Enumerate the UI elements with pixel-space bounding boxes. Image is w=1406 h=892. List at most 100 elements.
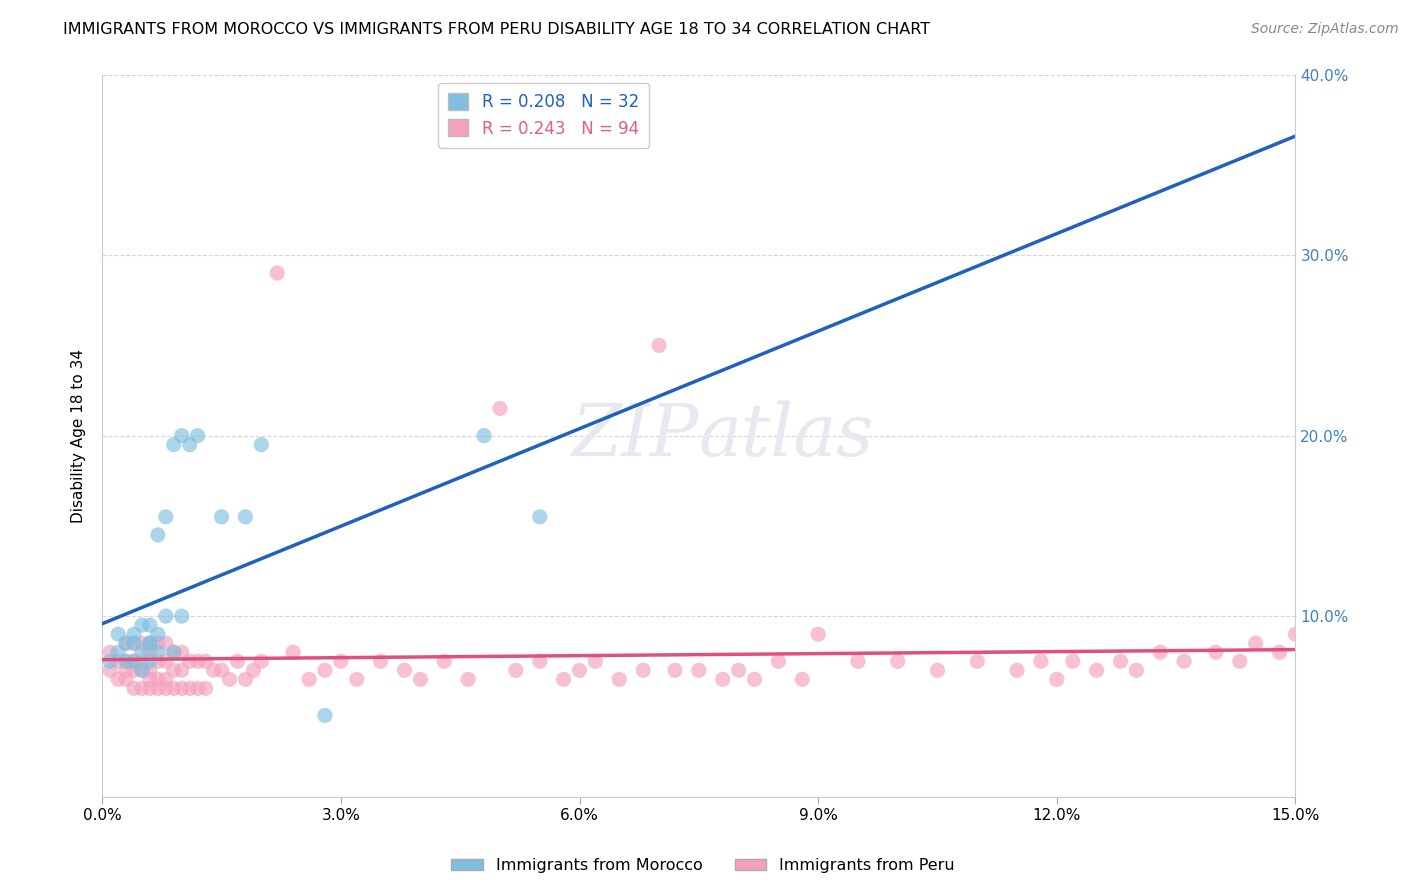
Point: [146, 673, 169, 687]
Point: [329, 654, 352, 668]
Point: [664, 663, 686, 677]
Point: [472, 428, 495, 442]
Point: [163, 645, 186, 659]
Point: [807, 627, 830, 641]
Point: [966, 654, 988, 668]
Point: [131, 663, 153, 677]
Point: [250, 437, 273, 451]
Point: [122, 654, 145, 668]
Point: [846, 654, 869, 668]
Point: [139, 636, 162, 650]
Point: [235, 673, 257, 687]
Text: Source: ZipAtlas.com: Source: ZipAtlas.com: [1251, 22, 1399, 37]
Point: [1046, 673, 1069, 687]
Point: [1244, 636, 1267, 650]
Point: [370, 654, 392, 668]
Point: [146, 627, 169, 641]
Point: [1085, 663, 1108, 677]
Point: [266, 266, 288, 280]
Point: [131, 636, 153, 650]
Point: [163, 663, 186, 677]
Point: [1149, 645, 1171, 659]
Point: [1062, 654, 1084, 668]
Point: [122, 627, 145, 641]
Point: [1029, 654, 1052, 668]
Point: [314, 708, 336, 723]
Point: [155, 609, 177, 624]
Point: [107, 654, 129, 668]
Point: [886, 654, 908, 668]
Point: [298, 673, 321, 687]
Point: [211, 509, 233, 524]
Point: [179, 437, 201, 451]
Point: [139, 645, 162, 659]
Point: [155, 509, 177, 524]
Point: [553, 673, 575, 687]
Point: [688, 663, 710, 677]
Point: [179, 654, 201, 668]
Point: [346, 673, 368, 687]
Point: [146, 645, 169, 659]
Text: IMMIGRANTS FROM MOROCCO VS IMMIGRANTS FROM PERU DISABILITY AGE 18 TO 34 CORRELAT: IMMIGRANTS FROM MOROCCO VS IMMIGRANTS FR…: [63, 22, 931, 37]
Point: [1173, 654, 1195, 668]
Point: [107, 645, 129, 659]
Point: [131, 681, 153, 696]
Point: [163, 437, 186, 451]
Point: [146, 528, 169, 542]
Point: [631, 663, 654, 677]
Point: [179, 681, 201, 696]
Point: [187, 654, 209, 668]
Point: [146, 654, 169, 668]
Point: [115, 663, 138, 677]
Point: [1125, 663, 1147, 677]
Point: [98, 663, 121, 677]
Point: [139, 636, 162, 650]
Point: [394, 663, 416, 677]
Point: [489, 401, 512, 416]
Point: [218, 673, 240, 687]
Point: [122, 636, 145, 650]
Point: [927, 663, 949, 677]
Point: [146, 636, 169, 650]
Point: [155, 673, 177, 687]
Point: [122, 636, 145, 650]
Point: [139, 681, 162, 696]
Point: [163, 681, 186, 696]
Point: [792, 673, 814, 687]
Point: [98, 654, 121, 668]
Point: [155, 654, 177, 668]
Point: [711, 673, 734, 687]
Point: [115, 673, 138, 687]
Y-axis label: Disability Age 18 to 34: Disability Age 18 to 34: [72, 349, 86, 523]
Point: [115, 654, 138, 668]
Point: [457, 673, 479, 687]
Point: [529, 654, 551, 668]
Point: [122, 681, 145, 696]
Point: [139, 636, 162, 650]
Point: [194, 654, 217, 668]
Point: [648, 338, 671, 352]
Point: [170, 428, 193, 442]
Point: [194, 681, 217, 696]
Point: [163, 645, 186, 659]
Point: [131, 618, 153, 632]
Point: [1205, 645, 1227, 659]
Point: [155, 681, 177, 696]
Point: [607, 673, 630, 687]
Point: [568, 663, 591, 677]
Text: ZIP: ZIP: [571, 401, 699, 471]
Point: [505, 663, 527, 677]
Point: [1284, 627, 1306, 641]
Point: [170, 681, 193, 696]
Point: [1268, 645, 1291, 659]
Point: [187, 428, 209, 442]
Point: [314, 663, 336, 677]
Point: [115, 636, 138, 650]
Point: [1229, 654, 1251, 668]
Point: [211, 663, 233, 677]
Point: [242, 663, 264, 677]
Point: [170, 645, 193, 659]
Point: [409, 673, 432, 687]
Point: [122, 654, 145, 668]
Point: [187, 681, 209, 696]
